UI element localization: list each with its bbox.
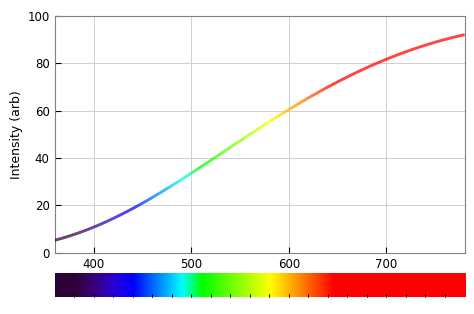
Y-axis label: Intensity (arb): Intensity (arb) — [10, 90, 23, 179]
X-axis label: Wavelength (nm): Wavelength (nm) — [205, 275, 314, 288]
